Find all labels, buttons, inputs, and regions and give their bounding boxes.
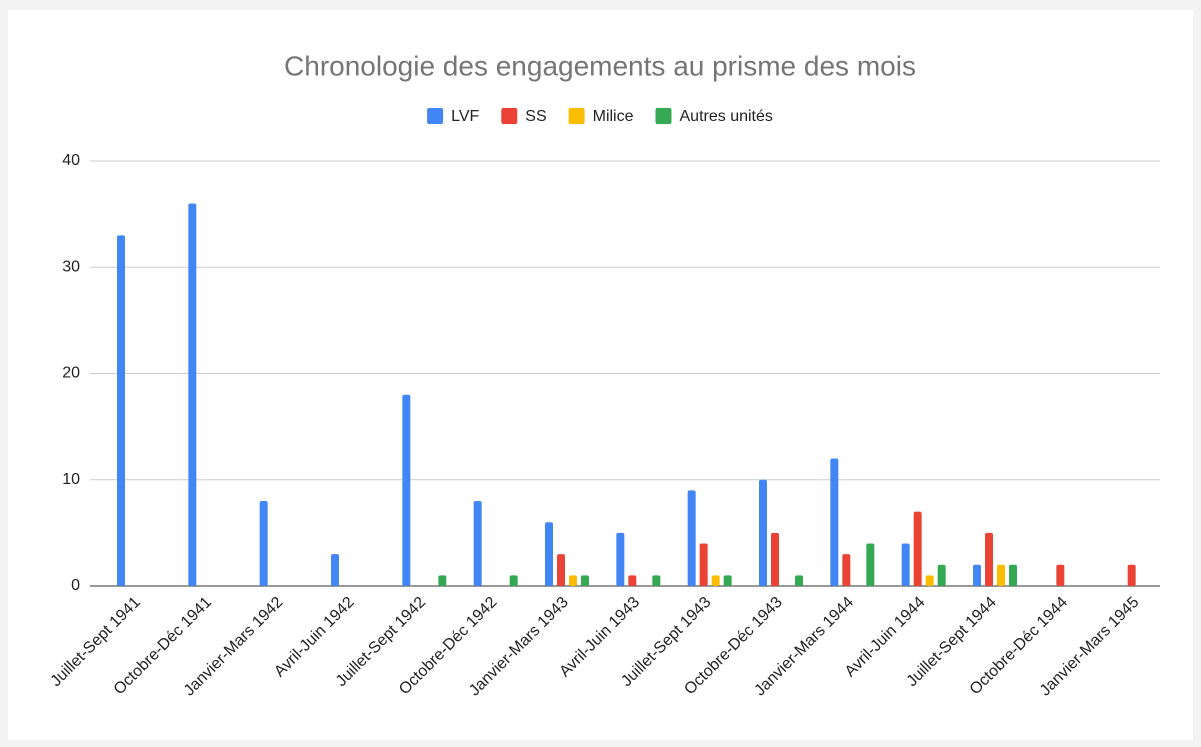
chart-title: Chronologie des engagements au prisme de… [284, 50, 916, 81]
legend-swatch [655, 108, 672, 124]
bar [699, 543, 708, 586]
legend-swatch [501, 108, 518, 124]
bar [771, 532, 779, 586]
bar [1127, 564, 1136, 586]
bar [937, 564, 946, 586]
bar [795, 575, 803, 586]
bar [331, 554, 339, 586]
y-tick-label: 30 [62, 258, 80, 275]
bar [830, 458, 839, 586]
legend-label: LVF [451, 108, 479, 125]
bar [438, 575, 447, 586]
bar [557, 554, 565, 586]
bar [628, 575, 637, 586]
bar [569, 575, 577, 586]
y-tick-label: 0 [71, 577, 80, 594]
bar [997, 564, 1005, 586]
bar [842, 554, 851, 586]
y-tick-label: 40 [62, 152, 80, 169]
bar [913, 511, 922, 586]
legend-label: Milice [593, 108, 634, 125]
chart-background [8, 10, 1193, 740]
bar [259, 501, 268, 586]
legend-label: SS [525, 108, 546, 125]
bar [973, 564, 981, 586]
bar [723, 575, 732, 586]
bar [188, 203, 197, 586]
bar [901, 543, 910, 586]
bar [711, 575, 720, 586]
bar [616, 532, 625, 586]
legend-swatch [568, 108, 585, 124]
legend-swatch [427, 108, 444, 124]
bar [117, 235, 125, 586]
bar [866, 543, 875, 586]
bar [473, 501, 482, 586]
bar [545, 522, 553, 586]
bar [1009, 564, 1017, 586]
bar [1056, 564, 1065, 586]
y-tick-label: 20 [62, 365, 80, 382]
bar [925, 575, 934, 586]
bar [985, 532, 993, 586]
bar [581, 575, 589, 586]
bar [509, 575, 518, 586]
bar [652, 575, 661, 586]
legend-label: Autres unités [680, 108, 773, 125]
bar [687, 490, 696, 586]
y-tick-label: 10 [62, 471, 80, 488]
bar [402, 394, 411, 586]
bar [759, 479, 767, 586]
